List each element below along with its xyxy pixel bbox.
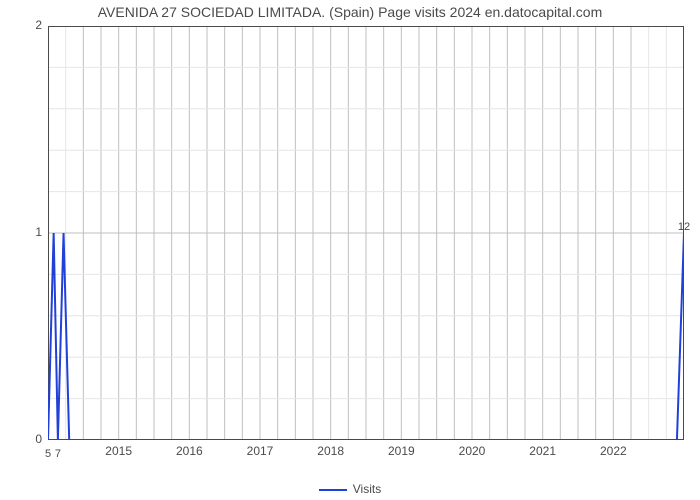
chart-title: AVENIDA 27 SOCIEDAD LIMITADA. (Spain) Pa…	[0, 4, 700, 20]
legend-swatch	[319, 489, 347, 491]
data-label: 12	[678, 221, 690, 233]
x-tick-label: 2021	[529, 444, 556, 458]
chart-svg	[48, 26, 684, 440]
x-tick-label: 2015	[105, 444, 132, 458]
x-tick-label: 2018	[317, 444, 344, 458]
x-tick-label: 2020	[459, 444, 486, 458]
legend: Visits	[0, 482, 700, 496]
x-tick-label: 2016	[176, 444, 203, 458]
y-tick-label: 0	[14, 432, 42, 446]
x-tick-label: 2017	[247, 444, 274, 458]
data-label: 5	[45, 448, 51, 460]
plot-area	[48, 26, 684, 440]
y-tick-label: 2	[14, 18, 42, 32]
y-tick-label: 1	[14, 225, 42, 239]
legend-label: Visits	[353, 482, 381, 496]
x-tick-label: 2022	[600, 444, 627, 458]
data-label: 7	[55, 448, 61, 460]
chart-container: AVENIDA 27 SOCIEDAD LIMITADA. (Spain) Pa…	[0, 0, 700, 500]
x-tick-label: 2019	[388, 444, 415, 458]
